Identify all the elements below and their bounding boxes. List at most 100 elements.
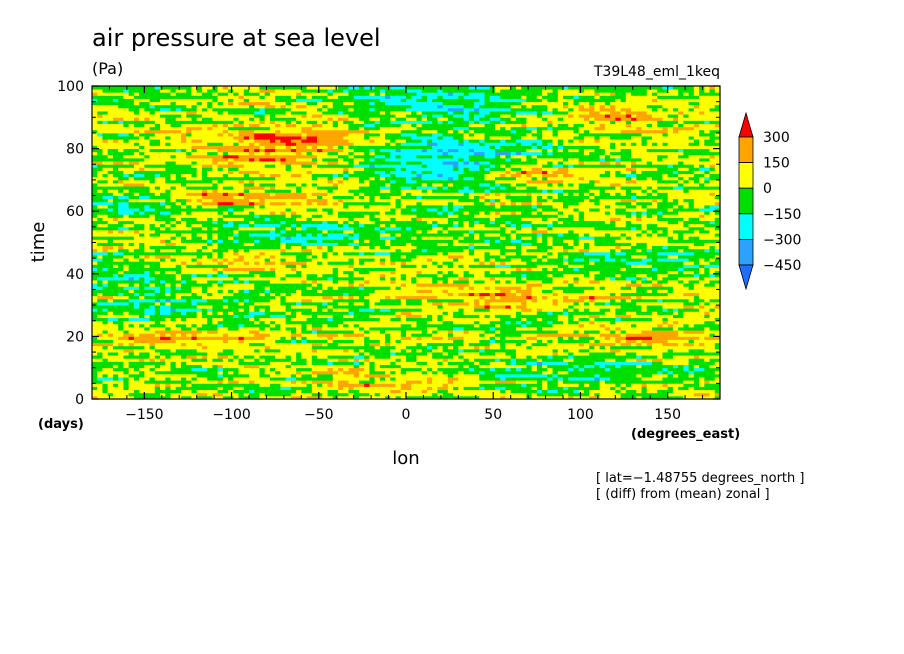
field-cell	[599, 392, 621, 397]
field-cell	[531, 192, 559, 196]
field-cell	[133, 336, 161, 340]
field-cell	[97, 189, 103, 193]
field-cell	[123, 383, 130, 387]
field-cell	[358, 373, 365, 378]
field-cell	[416, 201, 423, 206]
field-cell	[505, 367, 512, 372]
field-cell	[201, 101, 208, 106]
field-cell	[573, 389, 580, 394]
field-cell	[311, 258, 349, 262]
field-cell	[332, 280, 339, 284]
field-cell	[343, 157, 355, 162]
field-cell	[568, 295, 580, 300]
field-cell	[400, 148, 423, 153]
field-cell	[599, 95, 627, 99]
field-cell	[400, 333, 407, 337]
field-cell	[594, 339, 601, 344]
field-cell	[165, 142, 171, 146]
field-cell	[662, 176, 679, 181]
field-cell	[510, 220, 532, 225]
field-cell	[133, 301, 140, 306]
field-cell	[526, 248, 548, 253]
field-cell	[646, 273, 658, 278]
colorbar-label: −300	[763, 232, 801, 248]
field-cell	[699, 261, 710, 265]
field-cell	[301, 370, 313, 375]
field-cell	[437, 305, 444, 309]
field-cell	[296, 104, 307, 109]
field-cell	[610, 386, 616, 391]
field-cell	[479, 373, 496, 378]
field-cell	[479, 364, 527, 369]
field-cell	[667, 226, 689, 231]
field-cell	[599, 270, 669, 275]
field-cell	[280, 223, 292, 228]
field-cell	[160, 89, 171, 93]
field-cell	[390, 86, 407, 90]
field-cell	[709, 176, 721, 181]
field-cell	[285, 311, 292, 315]
field-cell	[301, 132, 307, 137]
field-cell	[583, 176, 627, 181]
field-cell	[709, 148, 721, 153]
field-cell	[92, 183, 98, 187]
field-cell	[667, 270, 679, 275]
field-cell	[275, 95, 292, 99]
field-cell	[175, 89, 187, 93]
field-cell	[238, 327, 260, 331]
field-cell	[610, 120, 616, 124]
field-cell	[196, 107, 203, 112]
field-cell	[133, 170, 198, 175]
field-cell	[400, 298, 407, 303]
field-cell	[395, 267, 517, 272]
field-cell	[233, 92, 239, 96]
field-cell	[180, 129, 187, 134]
field-cell	[301, 270, 334, 275]
field-cell	[599, 364, 606, 369]
field-cell	[468, 301, 475, 306]
field-cell	[573, 355, 637, 359]
field-cell	[317, 101, 334, 106]
field-cell	[160, 311, 171, 315]
field-cell	[290, 373, 297, 378]
field-cell	[92, 286, 103, 290]
field-cell	[212, 86, 218, 90]
field-cell	[222, 154, 239, 159]
field-cell	[139, 161, 166, 165]
field-cell	[243, 298, 250, 303]
field-cell	[693, 273, 700, 278]
field-cell	[463, 92, 470, 96]
field-cell	[678, 220, 684, 225]
field-cell	[484, 280, 496, 284]
field-cell	[233, 195, 245, 200]
field-cell	[610, 377, 642, 381]
field-cell	[406, 370, 423, 375]
field-cell	[631, 120, 658, 124]
field-cell	[442, 280, 449, 284]
field-cell	[254, 129, 276, 134]
field-cell	[667, 236, 674, 240]
field-cell	[369, 270, 391, 275]
field-cell	[641, 189, 648, 193]
field-cell	[688, 358, 705, 362]
field-cell	[337, 286, 360, 290]
field-cell	[112, 333, 124, 337]
field-cell	[285, 245, 292, 250]
field-cell	[542, 142, 548, 146]
field-cell	[139, 229, 156, 234]
field-cell	[92, 170, 98, 175]
field-cell	[667, 195, 716, 200]
field-cell	[118, 167, 140, 171]
field-cell	[657, 98, 721, 103]
field-cell	[180, 261, 187, 265]
field-cell	[128, 92, 135, 96]
field-cell	[175, 101, 198, 106]
field-cell	[128, 132, 135, 137]
field-cell	[563, 161, 580, 165]
field-cell	[170, 192, 187, 196]
field-cell	[447, 217, 491, 221]
field-cell	[123, 117, 135, 121]
field-cell	[620, 111, 627, 115]
field-cell	[311, 123, 323, 128]
